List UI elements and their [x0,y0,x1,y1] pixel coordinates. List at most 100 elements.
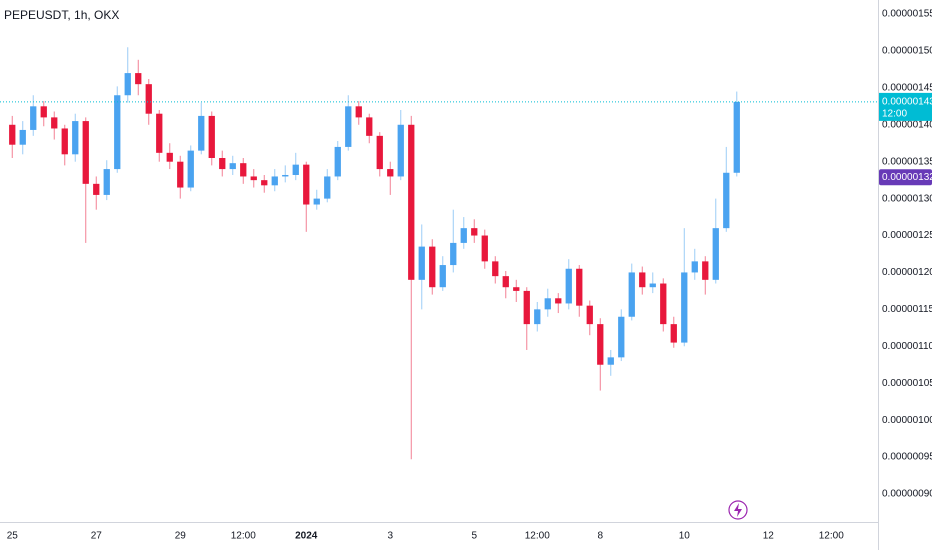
marker-price-box [879,169,932,186]
candle-body [712,228,719,280]
x-tick-label: 12:00 [819,531,844,542]
y-tick-label: 0.000000900 [882,489,932,500]
candle-body [492,261,499,277]
candle-body [355,106,362,118]
y-tick-label: 0.000001050 [882,378,932,389]
countdown-label: 12:00 [882,109,907,120]
candle-body [208,115,215,159]
candle-body [723,172,730,229]
candle-body [691,261,698,273]
y-tick-label: 0.000001000 [882,415,932,426]
candle-body [649,283,656,288]
icon-bolt [734,503,742,517]
y-tick-label: 0.000001250 [882,230,932,241]
candle-body [586,305,593,325]
x-tick-label: 27 [91,531,103,542]
candle-body [513,287,520,291]
candle-body [345,106,352,147]
y-tick-label: 0.000001200 [882,267,932,278]
candle-body [30,106,37,130]
last-price-box [879,92,932,121]
candle-body [303,164,310,205]
candle-body [61,128,68,155]
x-tick-label: 29 [175,531,187,542]
y-tick-label: 0.000001350 [882,156,932,167]
marker-price-label: 0.000001329 [882,172,932,183]
candle-body [124,73,131,96]
y-tick-label: 0.000001500 [882,46,932,57]
candle-body [166,152,173,162]
candle-body [103,169,110,195]
x-tick-label: 12:00 [525,531,550,542]
candle-body [397,124,404,177]
candle-body [261,180,268,186]
x-tick-label: 8 [597,531,603,542]
y-tick-label: 0.000001450 [882,83,932,94]
candle-body [565,268,572,304]
candles [9,47,740,460]
candle-body [618,316,625,358]
candle-body [576,268,583,306]
candle-body [72,121,79,155]
candle-body [523,290,530,325]
x-tick-label: 10 [679,531,691,542]
candle-body [366,117,373,136]
candle-body [93,183,100,195]
candle-body [450,242,457,266]
candle-body [313,198,320,205]
candle-body [502,276,509,288]
candle-body [387,169,394,177]
candle-body [282,174,289,177]
candle-body [9,124,16,145]
y-tick-label: 0.000000950 [882,452,932,463]
x-tick-label: 5 [471,531,477,542]
candle-body [555,298,562,304]
candle-body [156,113,163,153]
candle-body [628,272,635,317]
candle-body [544,298,551,310]
y-tick-label: 0.000001300 [882,193,932,204]
x-tick-label: 2024 [295,531,318,542]
candle-body [376,135,383,170]
chart-title: PEPEUSDT, 1h, OKX [4,8,119,22]
x-tick-label: 25 [7,531,19,542]
lightning-icon[interactable] [728,500,748,520]
y-tick-label: 0.000001550 [882,9,932,20]
candle-body [460,228,467,243]
candle-body [82,121,89,184]
x-tick-label: 12 [763,531,775,542]
candle-body [229,163,236,170]
candle-body [292,164,299,175]
candle-body [681,272,688,343]
candle-body [439,265,446,288]
candle-body [334,146,341,177]
candle-body [670,324,677,343]
candle-body [471,228,478,236]
candle-body [145,84,152,114]
candle-body [639,272,646,288]
candle-body [660,283,667,325]
candle-body [240,163,247,177]
candle-body [114,95,121,170]
candle-body [324,176,331,199]
y-tick-label: 0.000001400 [882,119,932,130]
candle-body [271,176,278,186]
last-price-label: 0.000001431 [882,97,932,108]
x-tick-label: 3 [387,531,393,542]
candle-body [429,246,436,288]
candle-body [607,357,614,365]
candle-body [219,158,226,170]
candle-body [418,246,425,280]
candle-body [733,101,740,173]
candle-body [40,106,47,118]
candle-body [198,115,205,151]
candle-body [187,150,194,188]
candle-body [135,73,142,85]
candle-body [19,129,26,145]
candle-body [597,324,604,365]
x-tick-label: 12:00 [231,531,256,542]
